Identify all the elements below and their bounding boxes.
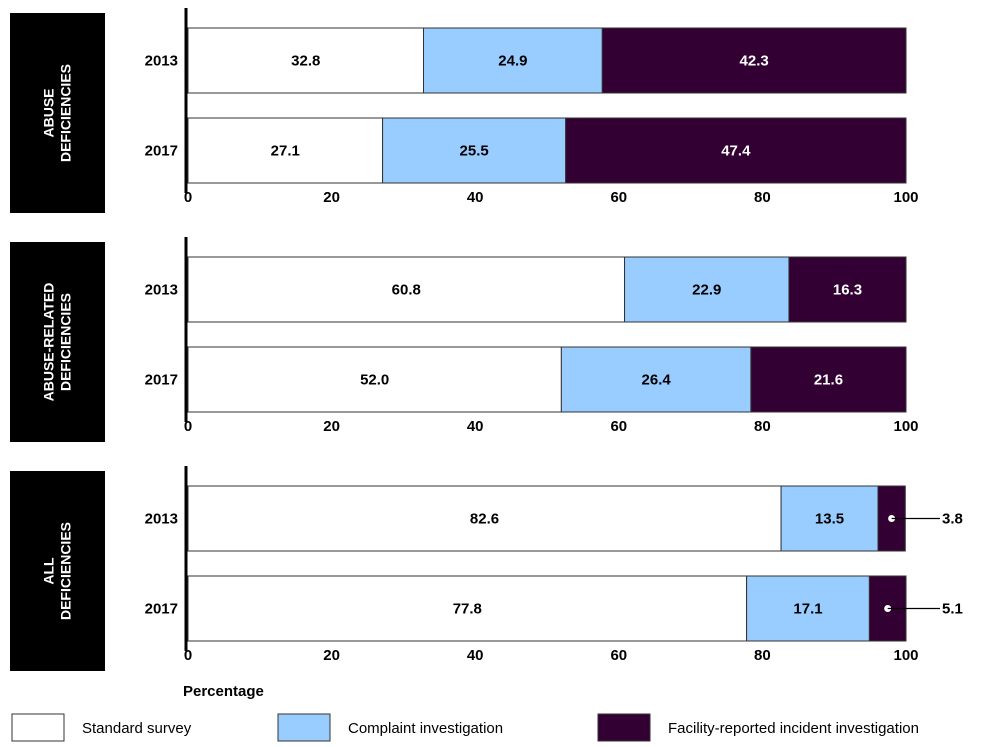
panel-title-line: DEFICIENCIES: [58, 522, 74, 620]
bar-segment: [746, 575, 870, 642]
x-tick-label: 40: [467, 647, 484, 664]
panel-title: ABUSE DEFICIENCIES: [41, 64, 74, 162]
x-tick-label: 100: [893, 418, 918, 435]
x-axis-label: Percentage: [183, 683, 264, 700]
x-tick-label: 80: [754, 418, 771, 435]
data-label: 47.4: [721, 143, 751, 160]
bar-segment: [788, 256, 907, 323]
x-tick-label: 40: [467, 189, 484, 206]
legend-swatch: [11, 713, 65, 742]
bar-segment: [187, 27, 425, 94]
x-tick-label: 0: [184, 418, 192, 435]
panel-title-box: [10, 471, 105, 671]
row-label: 2017: [145, 372, 178, 389]
bar-segment: [601, 27, 907, 94]
legend-label: Facility-reported incident investigation: [668, 720, 919, 737]
bar-segment: [750, 346, 907, 413]
legend-label: Complaint investigation: [348, 720, 503, 737]
legend-label: Standard survey: [82, 720, 192, 737]
panel-title-line: ALL: [41, 557, 57, 585]
data-label: 22.9: [692, 282, 721, 299]
bar-segment: [187, 256, 626, 323]
row-label: 2017: [145, 601, 178, 618]
x-tick-label: 60: [610, 647, 627, 664]
bar-segment: [382, 117, 567, 184]
data-label: 24.9: [498, 53, 527, 70]
panel-title-box: [10, 13, 105, 213]
legend-swatch: [597, 713, 651, 742]
panel-title-line: DEFICIENCIES: [58, 64, 74, 162]
x-tick-label: 80: [754, 647, 771, 664]
panel-title: ALL DEFICIENCIES: [41, 522, 74, 620]
row-label: 2017: [145, 143, 178, 160]
panel-title: ABUSE-RELATED DEFICIENCIES: [41, 283, 74, 402]
x-tick-label: 0: [184, 647, 192, 664]
x-tick-label: 60: [610, 418, 627, 435]
bar-segment: [624, 256, 790, 323]
data-label: 13.5: [815, 511, 844, 528]
row-label: 2013: [145, 53, 178, 70]
x-tick-label: 60: [610, 189, 627, 206]
data-label: 42.3: [740, 53, 769, 70]
bar-segment: [187, 346, 562, 413]
bar-segment: [423, 27, 603, 94]
x-tick-label: 0: [184, 189, 192, 206]
x-tick-label: 100: [893, 189, 918, 206]
panel-title-line: ABUSE: [41, 88, 57, 137]
panel-title-box: [10, 242, 105, 442]
x-tick-label: 20: [323, 647, 340, 664]
data-label: 27.1: [271, 143, 300, 160]
panel-title-line: ABUSE-RELATED: [41, 283, 57, 402]
data-label: 60.8: [392, 282, 421, 299]
data-label: 82.6: [470, 511, 499, 528]
x-tick-label: 40: [467, 418, 484, 435]
data-label: 26.4: [642, 372, 672, 389]
data-label: 3.8: [942, 511, 963, 528]
data-label: 21.6: [814, 372, 843, 389]
panel-title-line: DEFICIENCIES: [58, 293, 74, 391]
data-label: 25.5: [460, 143, 489, 160]
bar-segment: [565, 117, 907, 184]
bar-segment: [560, 346, 752, 413]
row-label: 2013: [145, 511, 178, 528]
data-label: 32.8: [291, 53, 320, 70]
data-label: 77.8: [453, 601, 482, 618]
data-label: 17.1: [793, 601, 822, 618]
legend-swatch: [277, 713, 331, 742]
x-tick-label: 80: [754, 189, 771, 206]
bar-segment: [780, 485, 879, 552]
x-tick-label: 20: [323, 418, 340, 435]
data-label: 5.1: [942, 601, 963, 618]
x-tick-label: 100: [893, 647, 918, 664]
x-tick-label: 20: [323, 189, 340, 206]
row-label: 2013: [145, 282, 178, 299]
bar-segment: [187, 575, 748, 642]
data-label: 52.0: [360, 372, 389, 389]
bar-segment: [187, 485, 782, 552]
data-label: 16.3: [833, 282, 862, 299]
